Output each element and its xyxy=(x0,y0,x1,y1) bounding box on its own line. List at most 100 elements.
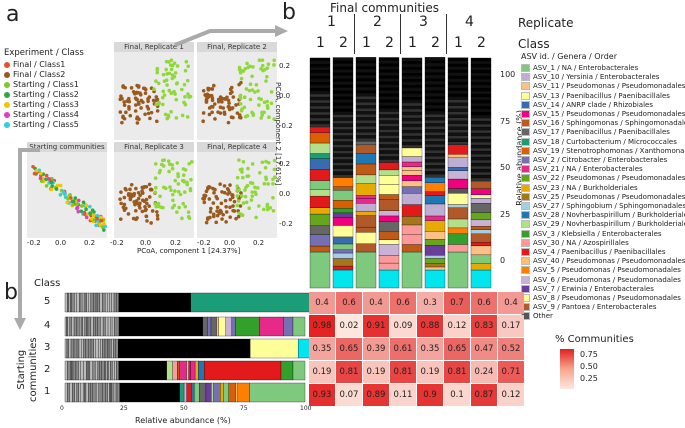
pcoa-point xyxy=(122,100,126,104)
pcoa-point xyxy=(245,174,249,179)
pcoa-point xyxy=(65,200,69,205)
pcoa-point xyxy=(264,159,268,164)
final-ytick-0: 0 xyxy=(500,256,506,265)
pcoa-point xyxy=(126,212,131,216)
pcoa-point xyxy=(172,89,176,94)
pcoa-point xyxy=(258,171,262,175)
starting-class-number: 2 xyxy=(44,364,51,375)
replicate-number: 4 xyxy=(465,14,474,30)
starting-xtick: 25 xyxy=(120,405,128,412)
pcoa-point xyxy=(263,67,267,72)
pcoa-point xyxy=(132,191,137,196)
pcoa-point xyxy=(127,107,131,111)
pcoa-point xyxy=(201,119,205,124)
pcoa-point xyxy=(253,190,258,194)
pcoa-point xyxy=(172,203,177,208)
asv-swatch-icon xyxy=(521,110,530,118)
pcoa-point xyxy=(169,188,173,193)
class-number: 2 xyxy=(385,35,394,51)
pcoa-point xyxy=(161,205,165,210)
pcoa-point xyxy=(101,221,106,226)
pcoa-point xyxy=(188,94,193,99)
pcoa-ytick: -0.2 xyxy=(279,122,293,130)
pcoa-point xyxy=(133,103,138,107)
pcoa-point xyxy=(222,184,227,188)
pcoa-point xyxy=(236,199,241,203)
pcoa-point xyxy=(136,196,141,201)
heatmap-cell: 0.83 xyxy=(471,315,497,337)
heatmap-cell: 0.47 xyxy=(471,338,497,360)
pcoa-point xyxy=(246,65,250,70)
pcoa-point xyxy=(211,83,216,88)
legend-item: Final / Class1 xyxy=(4,60,114,70)
pcoa-point xyxy=(154,79,158,83)
pcoa-point xyxy=(151,98,156,103)
starting-class-number: 1 xyxy=(44,386,51,397)
asv-swatch-icon xyxy=(521,275,530,284)
pcoa-point xyxy=(99,218,104,223)
pcoa-point xyxy=(216,110,220,114)
pcoa-point xyxy=(189,160,194,164)
asv-legend-item: ASV_23 / NA / Burkholderiales xyxy=(521,183,638,193)
asv-legend-label: ASV_25 / Pseudomonas / Pseudomonadales xyxy=(533,192,685,201)
facet-strip: Starting communities xyxy=(27,142,107,152)
pcoa-point xyxy=(185,180,189,185)
asv-legend-item: ASV_19 / Stenotrophomonas / Xanthomonada… xyxy=(521,146,685,156)
pcoa-point xyxy=(120,120,124,125)
pcoa-point xyxy=(54,187,59,191)
pcoa-point xyxy=(250,162,255,166)
pcoa-point xyxy=(227,106,232,110)
pcoa-point xyxy=(79,209,84,214)
pcoa-point xyxy=(166,159,171,163)
final-ytick-25: 25 xyxy=(500,210,511,219)
pcoa-point xyxy=(185,115,190,119)
heatmap-cell: 0.4 xyxy=(309,292,335,314)
heatmap-cell: 0.35 xyxy=(309,338,335,360)
pcoa-point xyxy=(260,160,265,165)
asv-swatch-icon xyxy=(521,156,530,164)
asv-swatch-icon xyxy=(521,284,530,293)
pcoa-point xyxy=(44,173,49,178)
asv-legend-item: ASV_15 / Pseudomonas / Pseudomonadales xyxy=(521,110,685,119)
asv-legend-label: ASV_29 / Novherbaspirillum / Burkholderi… xyxy=(533,220,685,229)
pcoa-point xyxy=(162,158,167,162)
asv-swatch-icon xyxy=(521,100,530,109)
class-label-bottom: Class xyxy=(34,278,61,289)
pcoa-point xyxy=(44,184,49,188)
pcoa-point xyxy=(135,116,139,121)
start-bar-segment xyxy=(249,382,306,403)
pcoa-point xyxy=(230,90,234,94)
pcoa-point xyxy=(214,220,219,225)
heatmap-cell: 0.98 xyxy=(309,315,335,337)
asv-swatch-icon xyxy=(521,73,530,82)
class-label-top: Class xyxy=(518,37,550,51)
heatmap-cell: 0.02 xyxy=(336,315,362,337)
replicate-number: 1 xyxy=(327,14,336,30)
legend-item: Final / Class2 xyxy=(4,70,114,80)
pcoa-point xyxy=(126,96,131,101)
pcoa-point xyxy=(84,215,89,220)
asv-swatch-icon xyxy=(521,174,530,183)
heatmap-cell: 0.24 xyxy=(471,361,497,383)
pcoa-point xyxy=(237,82,241,87)
pcoa-point xyxy=(223,198,228,203)
pcoa-panel xyxy=(27,152,107,238)
legend-dot-icon xyxy=(4,101,10,108)
asv-legend-label: ASV_28 / Novherbaspirillum / Burkholderi… xyxy=(533,211,685,220)
legend-item-label: Starting / Class3 xyxy=(13,100,79,109)
pcoa-point xyxy=(210,87,215,91)
pcoa-point xyxy=(169,67,174,72)
pcoa-point xyxy=(155,217,160,221)
pcoa-point xyxy=(166,113,171,118)
pcoa-point xyxy=(263,165,268,170)
pcoa-point xyxy=(272,58,277,63)
pcoa-point xyxy=(158,194,162,199)
asv-swatch-icon xyxy=(521,229,530,238)
pcoa-point xyxy=(167,88,172,93)
pcoa-point xyxy=(161,72,166,77)
heatmap-cell: 0.11 xyxy=(390,384,416,406)
pcoa-point xyxy=(186,214,191,219)
asv-legend-item: ASV_16 / Sphingomonas / Sphingomonadales xyxy=(521,119,685,128)
pcoa-point xyxy=(247,88,252,93)
